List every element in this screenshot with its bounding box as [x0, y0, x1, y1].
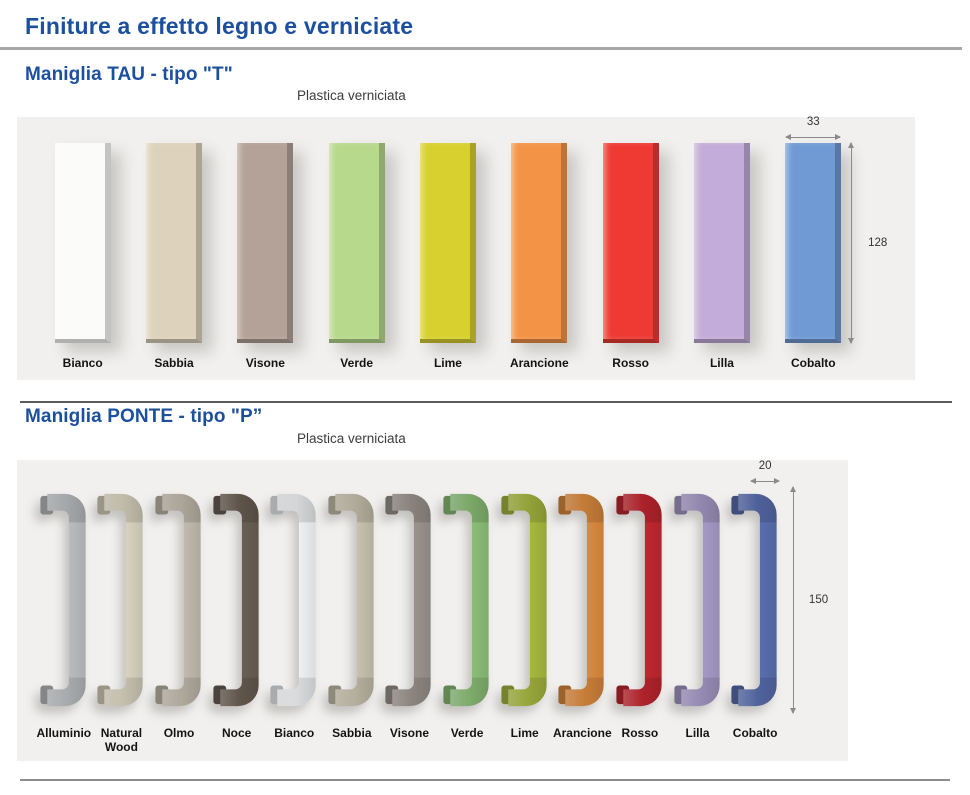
swatch-cell-visone: Visone	[220, 143, 311, 380]
ponte-handle-swatch	[155, 493, 201, 707]
ponte-handle-swatch	[97, 493, 144, 707]
tau-swatch-panel: Bianco Sabbia Visone Verde Lime Arancione Ross…	[17, 116, 915, 380]
material-label-tau: Plastica verniciata	[297, 88, 406, 103]
swatch-label: Olmo	[163, 726, 195, 740]
ponte-handle-swatch	[328, 493, 374, 707]
swatch-cell-lime: Lime	[402, 143, 493, 380]
swatch-label: Lilla	[709, 356, 734, 370]
height-dimension-line	[847, 142, 854, 344]
section-heading-ponte: Maniglia PONTE - tipo "P”	[25, 406, 263, 427]
swatch-cell-verde: Verde	[311, 143, 402, 380]
tau-handle-swatch	[145, 143, 202, 343]
swatch-cell-olmo: Olmo	[150, 487, 208, 761]
ponte-handle-swatch	[731, 493, 777, 707]
swatch-label: Visone	[389, 726, 430, 740]
material-label-ponte: Plastica verniciata	[297, 431, 406, 446]
height-dimension-value: 150	[808, 594, 829, 606]
width-dimension-line	[785, 134, 842, 140]
width-dimension: 33	[785, 116, 842, 140]
swatch-cell-alluminio: Alluminio	[35, 487, 93, 761]
swatch-label: Rosso	[612, 356, 649, 370]
ponte-handle-swatch	[213, 493, 259, 707]
bottom-divider	[20, 779, 950, 781]
swatch-cell-lime: Lime	[496, 487, 554, 761]
swatch-label: Bianco	[62, 356, 103, 370]
tau-handle-swatch	[237, 143, 294, 343]
ponte-handle-swatch	[501, 493, 547, 707]
ponte-handle-swatch	[40, 493, 86, 707]
swatch-cell-sabbia: Sabbia	[128, 143, 219, 380]
page-title: Finiture a effetto legno e verniciate	[25, 13, 414, 39]
tau-handle-swatch	[419, 143, 476, 343]
swatch-label: Natural Wood	[100, 726, 143, 755]
height-dimension-value: 128	[868, 237, 888, 249]
width-dimension-value: 20	[758, 460, 772, 472]
swatch-label: Visone	[245, 356, 285, 370]
swatch-cell-visone: Visone	[381, 487, 439, 761]
swatch-label: Arancione	[509, 356, 569, 370]
swatch-label: Cobalto	[790, 356, 836, 370]
width-dimension-line	[750, 478, 781, 484]
ponte-handle-swatch	[443, 493, 489, 707]
swatch-label: Verde	[340, 356, 373, 370]
swatch-cell-natural-wood: Natural Wood	[93, 487, 151, 761]
swatch-label: Rosso	[621, 726, 659, 740]
swatch-cell-arancione: Arancione	[552, 487, 612, 761]
swatch-cell-noce: Noce	[208, 487, 266, 761]
swatch-label: Lilla	[685, 726, 710, 740]
swatch-label: Noce	[221, 726, 252, 740]
tau-handle-swatch	[328, 143, 385, 343]
swatch-cell-verde: Verde	[438, 487, 496, 761]
swatch-cell-sabbia: Sabbia	[323, 487, 381, 761]
swatch-label: Verde	[450, 726, 484, 740]
swatch-cell-cobalto: 33 128 Cobalto	[768, 116, 887, 380]
swatch-cell-bianco: Bianco	[265, 487, 323, 761]
swatch-cell-arancione: Arancione	[494, 143, 585, 380]
swatch-cell-lilla: Lilla	[676, 143, 767, 380]
swatch-cell-lilla: Lilla	[669, 487, 727, 761]
height-dimension-line	[789, 486, 796, 714]
swatch-label: Lime	[510, 726, 539, 740]
tau-swatch-row: Bianco Sabbia Visone Verde Lime Arancione Ross…	[17, 116, 915, 380]
swatch-cell-cobalto: 20 150 Cobalto	[726, 460, 828, 761]
swatch-cell-rosso: Rosso	[585, 143, 676, 380]
swatch-label: Bianco	[274, 726, 315, 740]
ponte-handle-swatch	[616, 493, 662, 707]
swatch-label: Sabbia	[332, 726, 372, 740]
swatch-cell-rosso: Rosso	[611, 487, 669, 761]
title-divider	[0, 47, 962, 50]
section-heading-tau: Maniglia TAU - tipo "T"	[25, 64, 233, 85]
ponte-handle-swatch	[385, 493, 432, 707]
swatch-cell-bianco: Bianco	[37, 143, 128, 380]
swatch-label: Arancione	[552, 726, 612, 740]
ponte-handle-swatch	[558, 493, 604, 707]
tau-handle-swatch	[54, 143, 111, 343]
tau-handle-swatch	[785, 143, 842, 343]
swatch-label: Lime	[433, 356, 462, 370]
ponte-handle-swatch	[270, 493, 316, 707]
section-divider	[20, 401, 952, 403]
tau-handle-swatch	[511, 143, 568, 343]
width-dimension-value: 33	[806, 116, 820, 128]
ponte-handle-swatch	[673, 493, 720, 707]
swatch-label: Sabbia	[154, 356, 194, 370]
ponte-swatch-panel: Alluminio Natural Wood Olmo Noce Bianco Sabbi…	[17, 460, 848, 761]
tau-handle-swatch	[693, 143, 750, 343]
swatch-label: Cobalto	[732, 726, 778, 740]
swatch-label: Alluminio	[36, 726, 92, 740]
ponte-swatch-row: Alluminio Natural Wood Olmo Noce Bianco Sabbi…	[17, 460, 848, 761]
tau-handle-swatch	[602, 143, 659, 343]
width-dimension: 20	[750, 460, 781, 484]
